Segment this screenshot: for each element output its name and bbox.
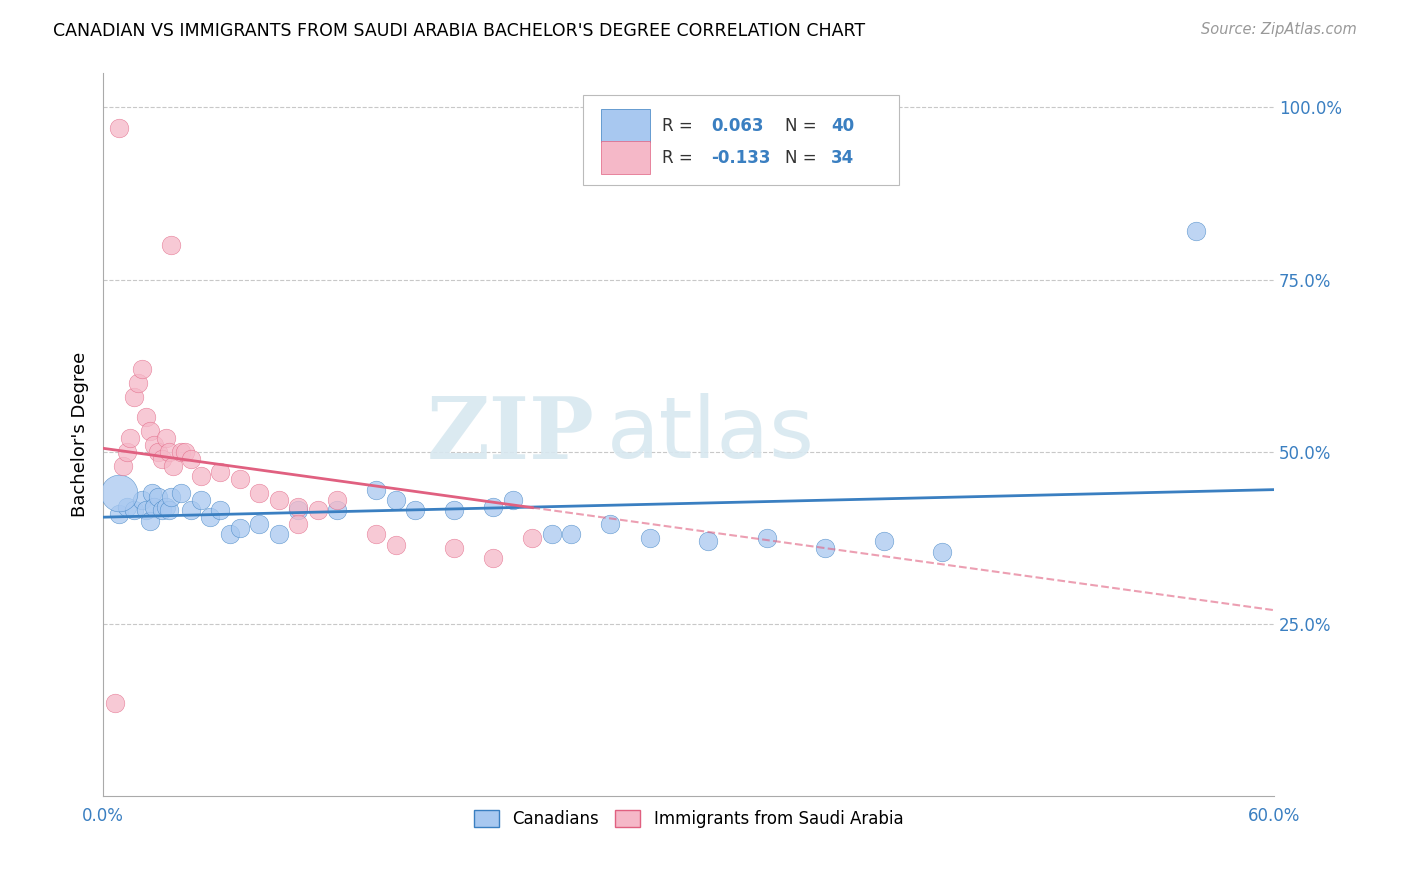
Point xyxy=(599,517,621,532)
Text: Source: ZipAtlas.com: Source: ZipAtlas.com xyxy=(1201,22,1357,37)
Point xyxy=(541,527,564,541)
Text: -0.133: -0.133 xyxy=(711,149,770,167)
Point xyxy=(142,500,165,514)
Point xyxy=(150,451,173,466)
Point xyxy=(209,466,232,480)
Point xyxy=(443,541,465,556)
Point xyxy=(124,390,146,404)
Text: R =: R = xyxy=(662,149,697,167)
Point xyxy=(228,520,250,534)
FancyBboxPatch shape xyxy=(600,109,650,143)
Point xyxy=(697,534,720,549)
Text: atlas: atlas xyxy=(606,393,814,476)
Point xyxy=(142,438,165,452)
Point xyxy=(209,503,232,517)
Text: CANADIAN VS IMMIGRANTS FROM SAUDI ARABIA BACHELOR'S DEGREE CORRELATION CHART: CANADIAN VS IMMIGRANTS FROM SAUDI ARABIA… xyxy=(53,22,866,40)
Text: N =: N = xyxy=(785,117,821,135)
Point xyxy=(162,458,184,473)
Point xyxy=(443,503,465,517)
Point xyxy=(139,514,162,528)
Point xyxy=(502,492,524,507)
Point xyxy=(170,486,193,500)
Point xyxy=(155,431,177,445)
Point xyxy=(267,492,290,507)
Point xyxy=(247,517,270,532)
Legend: Canadians, Immigrants from Saudi Arabia: Canadians, Immigrants from Saudi Arabia xyxy=(467,804,910,835)
Point xyxy=(560,527,582,541)
Point xyxy=(111,458,134,473)
Point xyxy=(146,444,169,458)
Text: 0.063: 0.063 xyxy=(711,117,763,135)
Text: R =: R = xyxy=(662,117,697,135)
Point xyxy=(107,121,129,136)
Point xyxy=(1185,224,1208,238)
Point xyxy=(267,527,290,541)
Text: ZIP: ZIP xyxy=(427,392,595,476)
Point xyxy=(127,376,149,390)
Point xyxy=(522,531,544,545)
Point xyxy=(326,503,349,517)
Point xyxy=(872,534,894,549)
Point xyxy=(755,531,778,545)
Point xyxy=(139,424,162,438)
Point xyxy=(180,451,202,466)
Text: N =: N = xyxy=(785,149,821,167)
Point xyxy=(287,503,309,517)
Point xyxy=(482,500,505,514)
Point xyxy=(155,500,177,514)
Point xyxy=(107,507,129,521)
Point xyxy=(159,503,181,517)
Point xyxy=(247,486,270,500)
Point xyxy=(228,472,250,486)
Point xyxy=(287,500,309,514)
Point xyxy=(159,444,181,458)
Point xyxy=(307,503,329,517)
Y-axis label: Bachelor's Degree: Bachelor's Degree xyxy=(72,352,89,517)
Point xyxy=(107,486,129,500)
Point xyxy=(174,444,197,458)
Point xyxy=(326,492,349,507)
Point xyxy=(150,503,173,517)
Point xyxy=(404,503,426,517)
Point xyxy=(135,503,157,517)
Point xyxy=(931,544,953,558)
Point xyxy=(135,410,157,425)
Point xyxy=(170,444,193,458)
FancyBboxPatch shape xyxy=(600,141,650,174)
Point xyxy=(190,492,212,507)
Point xyxy=(482,551,505,566)
Point xyxy=(160,490,183,504)
Point xyxy=(385,538,408,552)
Point xyxy=(366,527,388,541)
Point xyxy=(131,362,153,376)
Point xyxy=(104,696,127,710)
Point xyxy=(146,490,169,504)
Point xyxy=(124,503,146,517)
Point xyxy=(638,531,661,545)
Text: 34: 34 xyxy=(831,149,855,167)
Point xyxy=(287,517,309,532)
Point xyxy=(120,431,142,445)
Point xyxy=(131,492,153,507)
Point xyxy=(160,238,183,252)
Point xyxy=(219,527,242,541)
Point xyxy=(814,541,837,556)
Point xyxy=(180,503,202,517)
Point xyxy=(141,486,163,500)
Point xyxy=(366,483,388,497)
Point xyxy=(115,500,138,514)
Point xyxy=(385,492,408,507)
FancyBboxPatch shape xyxy=(583,95,900,185)
Point xyxy=(115,444,138,458)
Point xyxy=(200,510,222,524)
Point xyxy=(190,468,212,483)
Text: 40: 40 xyxy=(831,117,855,135)
